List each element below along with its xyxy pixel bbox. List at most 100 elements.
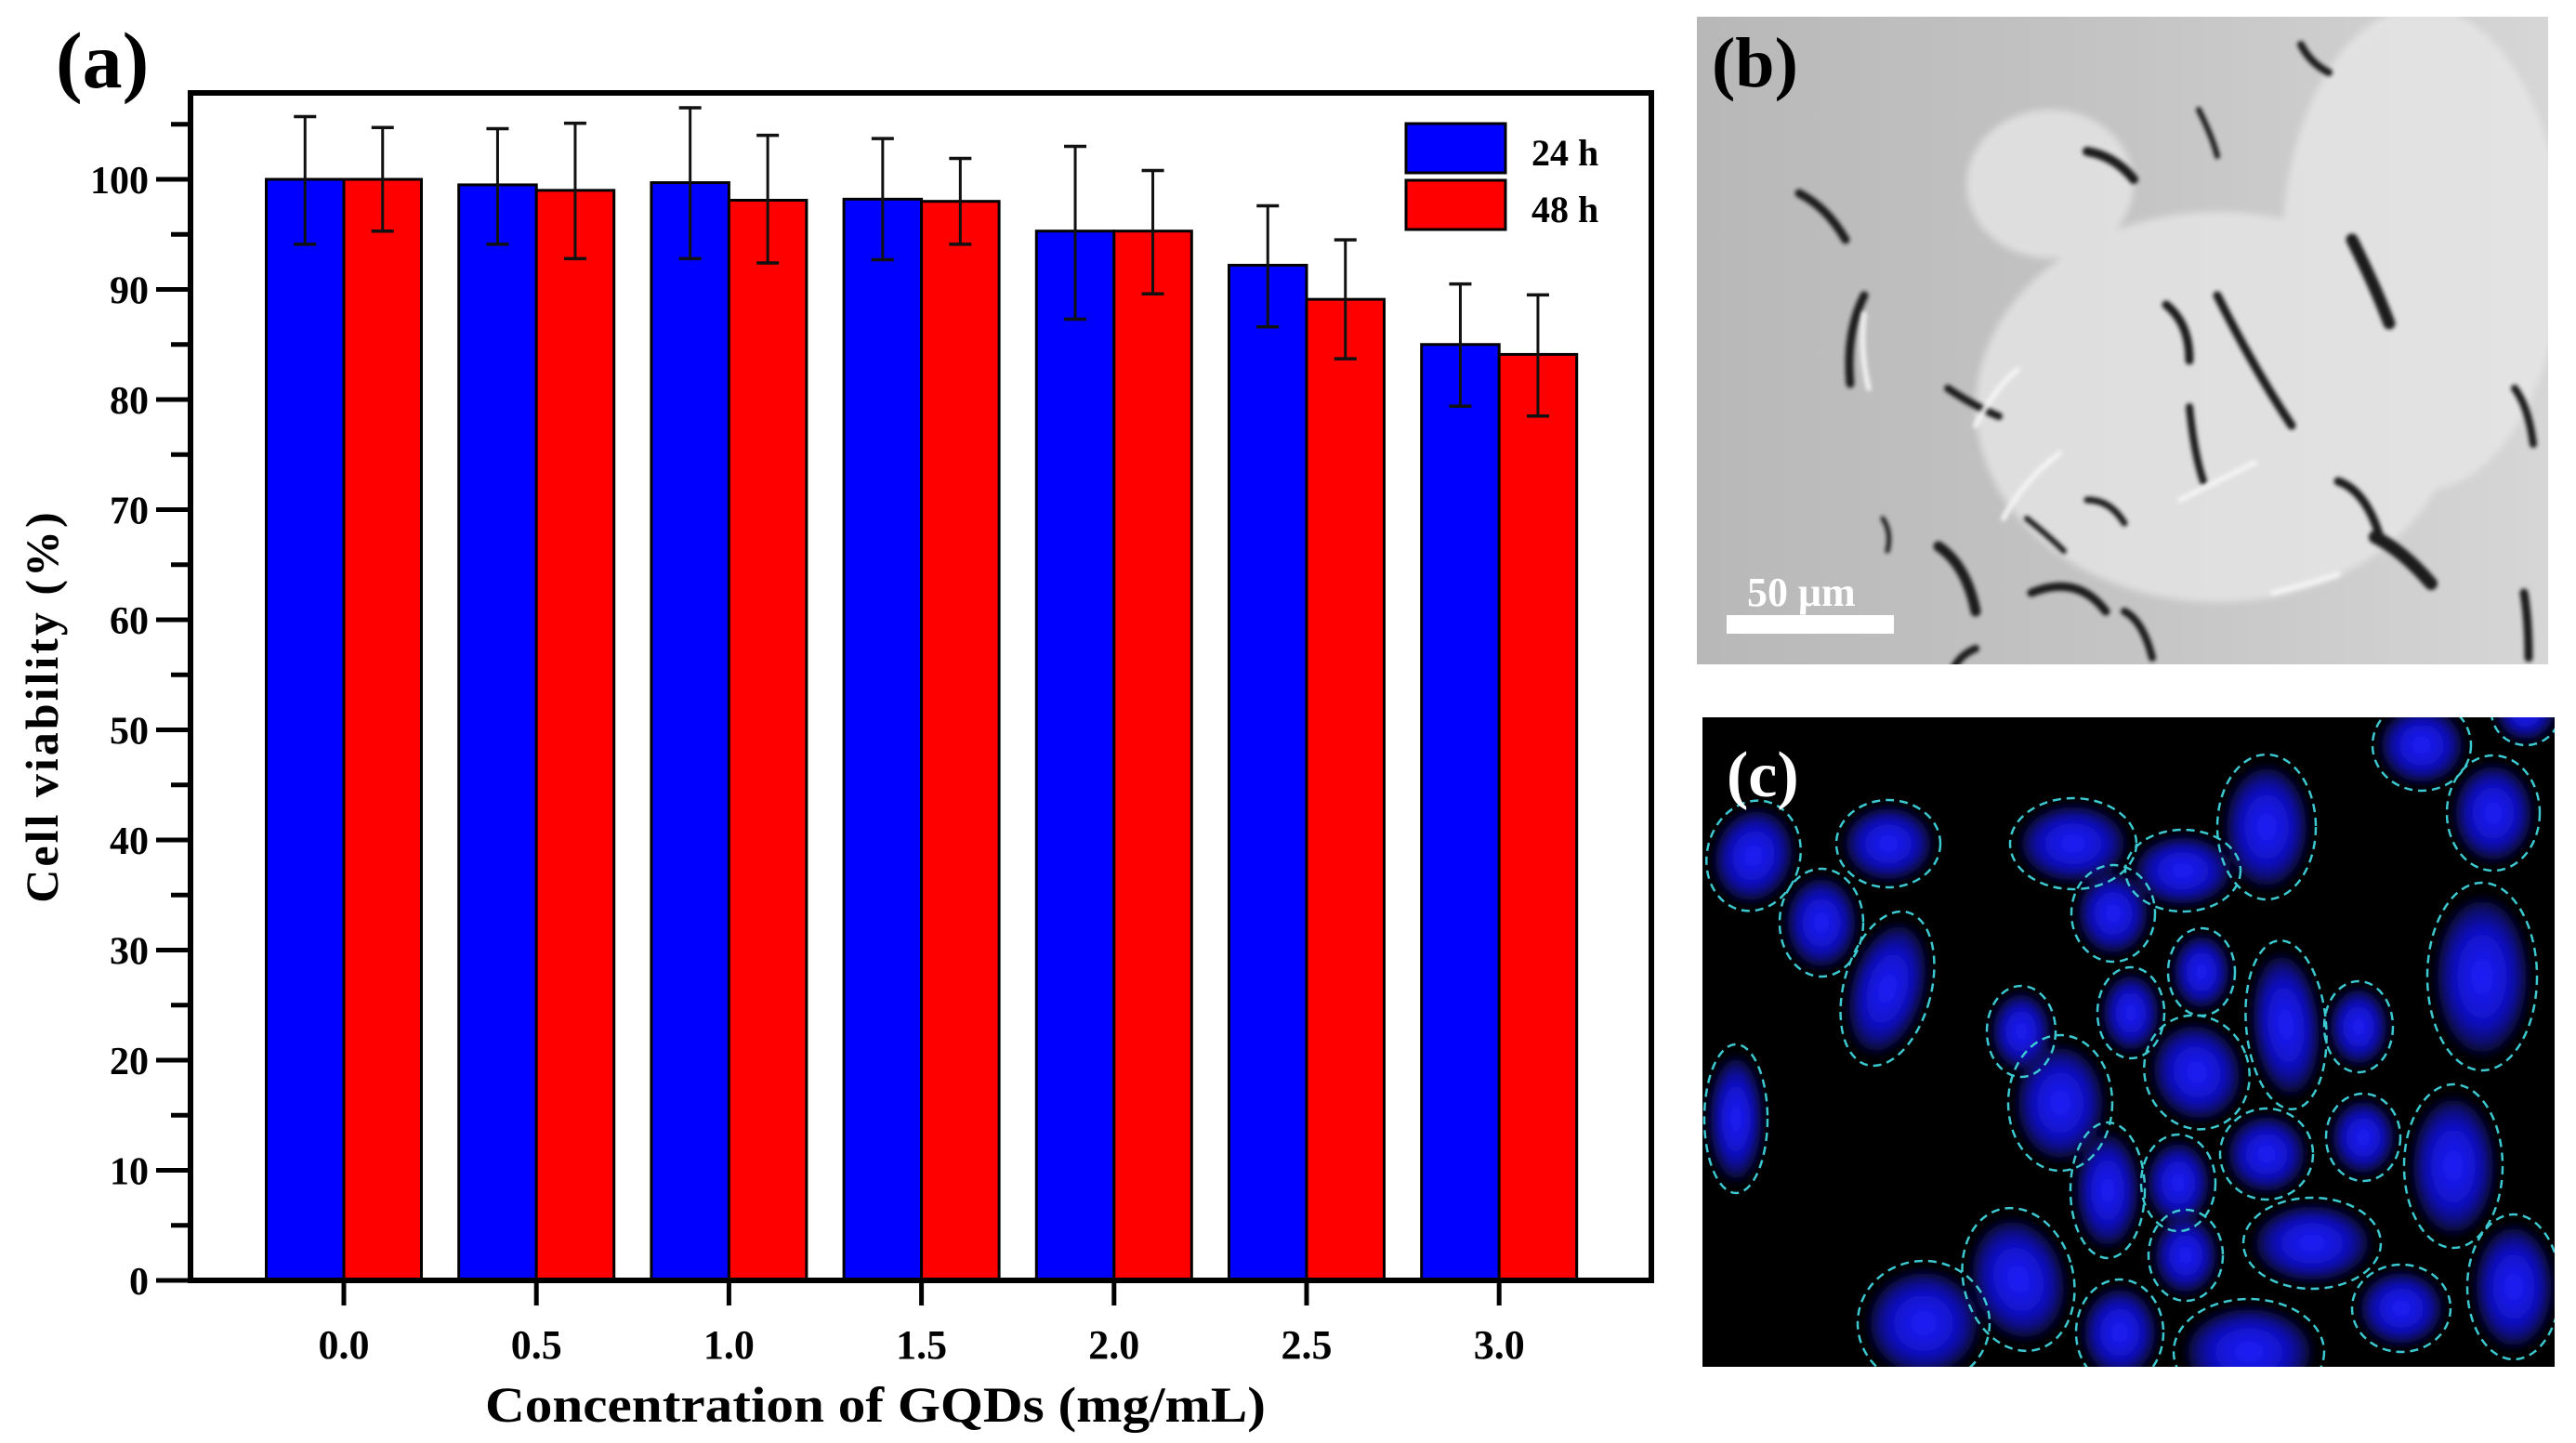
nucleus-outline (2074, 1278, 2165, 1367)
nucleus-outline (1778, 867, 1865, 978)
nucleus-outline (1839, 910, 1936, 1068)
nucleus (1992, 993, 2050, 1069)
nucleus (2498, 717, 2554, 740)
nucleus-outline (2139, 1133, 2217, 1233)
scale-bar-label: 50 μm (1747, 570, 1856, 615)
nucleus-outline (2147, 1208, 2225, 1303)
y-tick-label: 0 (129, 1261, 149, 1304)
x-tick-label: 2.0 (1088, 1322, 1139, 1368)
x-tick-label: 1.0 (703, 1322, 755, 1368)
panel-c-fluorescence: (c) (1702, 717, 2555, 1367)
nucleus-outline (2350, 1263, 2452, 1354)
y-tick-label: 20 (110, 1041, 149, 1083)
scale-bar (1727, 615, 1894, 634)
x-axis-title: Concentration of GQDs (mg/mL) (485, 1377, 1266, 1433)
nucleus-outline (2096, 965, 2166, 1060)
bars-group (265, 177, 1579, 1282)
bar-48h-3.0 (1497, 352, 1579, 1282)
nucleus-outline (2215, 753, 2318, 901)
nucleus-outline (2123, 828, 2242, 913)
brightfield-cells-image (1697, 17, 2548, 664)
y-tick-label: 30 (110, 931, 149, 974)
nucleus-outline (2402, 1082, 2504, 1250)
bar-48h-1.5 (920, 200, 1001, 1282)
nucleus-outline (2371, 717, 2473, 793)
bar-24h-0.0 (265, 177, 346, 1282)
nucleus (2360, 1272, 2442, 1345)
x-axis: 0.0 0.5 1.0 1.5 2.0 2.5 3.0 (319, 1280, 1525, 1368)
nucleus-outline (2425, 881, 2539, 1072)
x-tick-label: 2.5 (1281, 1322, 1333, 1368)
legend-label-48h: 48 h (1531, 189, 1598, 230)
x-tick-label: 0.5 (511, 1322, 562, 1368)
legend-swatch-24h (1404, 122, 1507, 175)
nucleus-outline (2324, 1092, 2402, 1183)
nucleus (2148, 1143, 2209, 1223)
panel-b-micrograph: (b) 50 μm (1697, 17, 2548, 664)
nucleus-outline (2445, 754, 2542, 872)
nucleus (1848, 925, 1926, 1053)
nucleus (2226, 767, 2307, 886)
panel-c-label: (c) (1727, 740, 1799, 811)
nucleus-outline (2006, 1033, 2114, 1173)
bar-48h-0.0 (342, 177, 423, 1282)
nucleus (1972, 1220, 2065, 1339)
legend-swatch-48h (1404, 178, 1507, 231)
nucleus-outline (2008, 796, 2138, 891)
error-bars-group (294, 106, 1549, 418)
nucleus (1869, 1272, 1978, 1367)
bar-24h-2.5 (1228, 263, 1308, 1282)
y-tick-label: 80 (110, 380, 149, 423)
x-tick-label: 0.0 (319, 1322, 370, 1368)
nucleus (2476, 1227, 2552, 1346)
nucleus (2174, 936, 2229, 1008)
nucleus-outline (2241, 1196, 2383, 1291)
nucleus (2187, 1308, 2311, 1367)
y-tick-label: 10 (110, 1151, 149, 1194)
nucleus-outline (1834, 798, 1942, 889)
nucleus-outline (2244, 939, 2328, 1110)
nucleus (2412, 1098, 2494, 1234)
nucleus (2330, 989, 2387, 1065)
bar-48h-1.0 (727, 199, 808, 1282)
nucleus (2333, 1101, 2394, 1174)
nucleus-outline (2143, 1014, 2251, 1131)
nucleus (2153, 1025, 2241, 1120)
nucleus (2079, 873, 2148, 953)
y-tick-label: 100 (90, 160, 149, 203)
nucleus (2255, 1205, 2369, 1281)
nucleus (2253, 955, 2320, 1095)
nucleus (2155, 1217, 2216, 1293)
nucleus-outline (2322, 979, 2395, 1074)
nucleus-outline (1961, 1206, 2076, 1353)
y-tick-label: 70 (110, 491, 149, 533)
nucleus-outline (2069, 1121, 2147, 1260)
bar-chart: 0 10 20 30 40 50 60 70 80 90 100 0.0 0.5 1.0 1.5 2.0 2.… (16, 90, 1654, 1433)
y-tick-label: 50 (110, 711, 149, 754)
bar-24h-2.0 (1034, 230, 1116, 1282)
nucleus (2083, 1289, 2156, 1367)
nucleus (2103, 975, 2159, 1051)
nucleus (2437, 899, 2528, 1054)
nucleus (1787, 878, 1856, 967)
y-axis-title: Cell viability (%) (16, 509, 68, 902)
bar-48h-2.0 (1112, 230, 1193, 1282)
legend-label-24h: 24 h (1531, 132, 1598, 174)
x-tick-label: 1.5 (896, 1322, 947, 1368)
y-axis: 0 10 20 30 40 50 60 70 80 90 100 (90, 122, 191, 1304)
y-tick-label: 90 (110, 270, 149, 313)
nucleus-outline (2172, 1297, 2326, 1367)
nucleus-outline (1705, 799, 1802, 912)
nucleus-outline (1856, 1259, 1991, 1367)
panel-a-label: (a) (56, 16, 150, 105)
nucleus-outline (2465, 1213, 2555, 1361)
legend: 24 h 48 h (1404, 122, 1598, 231)
nucleus (2228, 1116, 2305, 1192)
nucleus (2381, 717, 2463, 783)
panel-b-label: (b) (1712, 24, 1798, 102)
nucleus (1715, 810, 1793, 901)
bar-24h-3.0 (1420, 343, 1501, 1282)
nucleus-outline (2070, 863, 2157, 964)
nuclei-stain-image (1702, 717, 2555, 1367)
nucleus (2455, 766, 2531, 860)
